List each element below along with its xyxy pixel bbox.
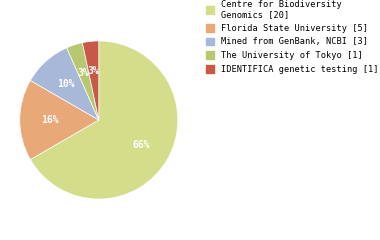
Text: 3%: 3% [88,66,100,76]
Wedge shape [30,48,99,120]
Text: 66%: 66% [132,139,150,150]
Text: 16%: 16% [41,115,59,125]
Text: 10%: 10% [57,78,75,89]
Wedge shape [20,80,99,160]
Wedge shape [30,41,178,199]
Wedge shape [82,41,99,120]
Text: 3%: 3% [78,68,90,78]
Legend: Centre for Biodiversity
Genomics [20], Florida State University [5], Mined from : Centre for Biodiversity Genomics [20], F… [206,0,379,74]
Wedge shape [66,43,99,120]
